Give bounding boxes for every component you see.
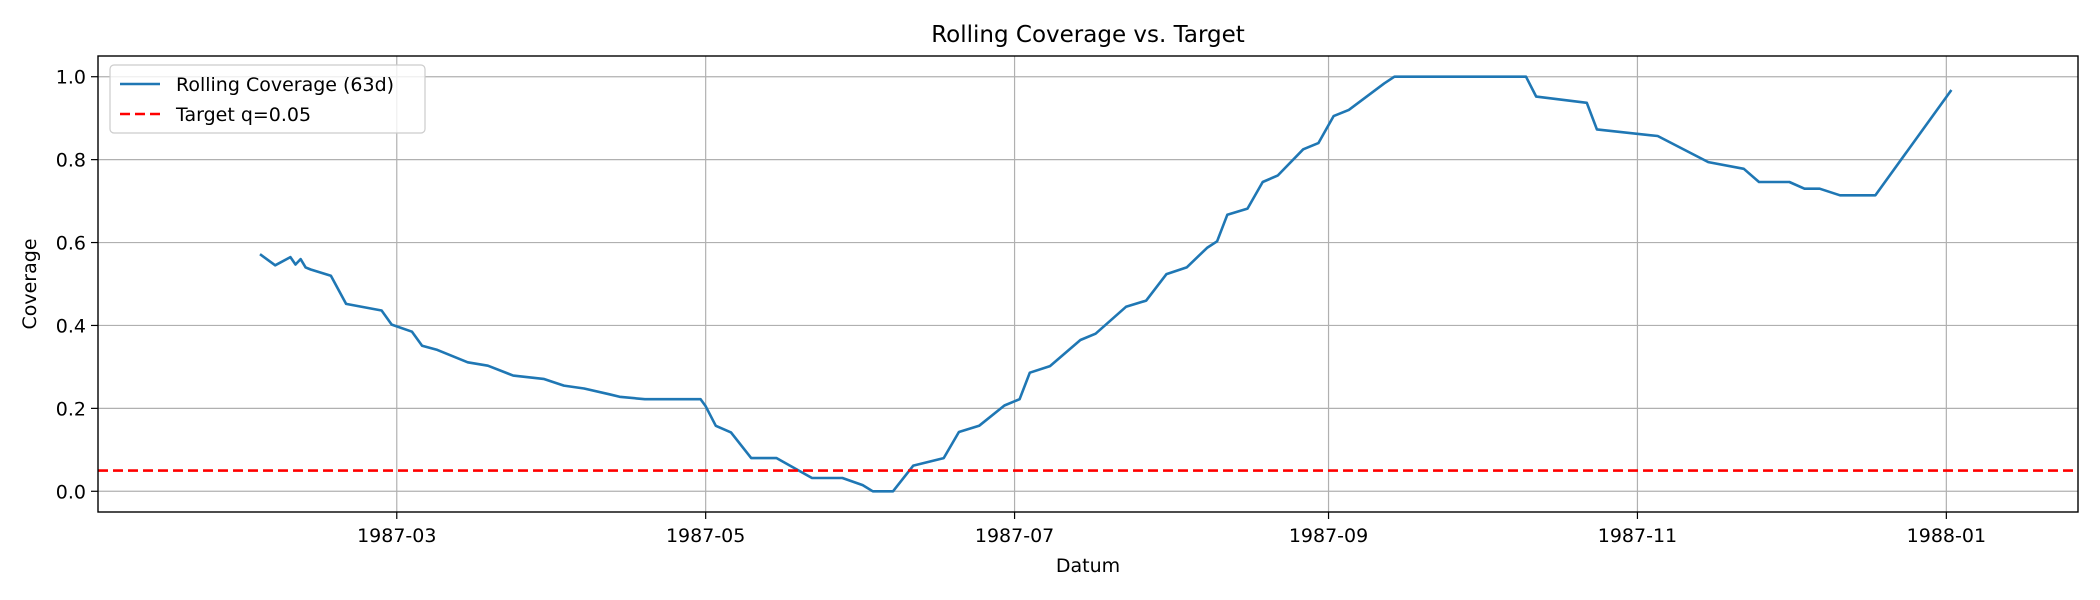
axes-frame — [97, 55, 2079, 513]
legend-entry-target: Target q=0.05 — [175, 104, 311, 126]
y-tick-label: 0.4 — [56, 315, 86, 337]
grid — [98, 56, 2078, 512]
legend: Rolling Coverage (63d) Target q=0.05 — [109, 64, 426, 134]
legend-box — [109, 64, 426, 134]
y-tick-label: 0.0 — [56, 481, 86, 503]
x-tick-label: 1987-05 — [666, 525, 745, 547]
x-axis-label: Datum — [1056, 555, 1120, 577]
x-tick-label: 1987-03 — [357, 525, 436, 547]
plot-area — [98, 75, 2078, 493]
chart-title: Rolling Coverage vs. Target — [931, 22, 1245, 48]
series-line-rolling-coverage — [259, 75, 1953, 493]
legend-entry-rolling-coverage: Rolling Coverage (63d) — [176, 74, 394, 96]
y-tick-label: 1.0 — [56, 67, 86, 89]
y-tick-label: 0.6 — [56, 233, 86, 255]
y-axis-label: Coverage — [19, 238, 41, 329]
x-tick-label: 1987-11 — [1598, 525, 1677, 547]
ticks: 1987-03 1987-05 1987-07 1987-09 1987-11 1988-… — [56, 67, 1986, 547]
y-tick-label: 0.2 — [56, 398, 86, 420]
x-tick-label: 1987-07 — [975, 525, 1054, 547]
x-tick-label: 1988-01 — [1907, 525, 1986, 547]
x-tick-label: 1987-09 — [1289, 525, 1368, 547]
y-tick-label: 0.8 — [56, 150, 86, 172]
